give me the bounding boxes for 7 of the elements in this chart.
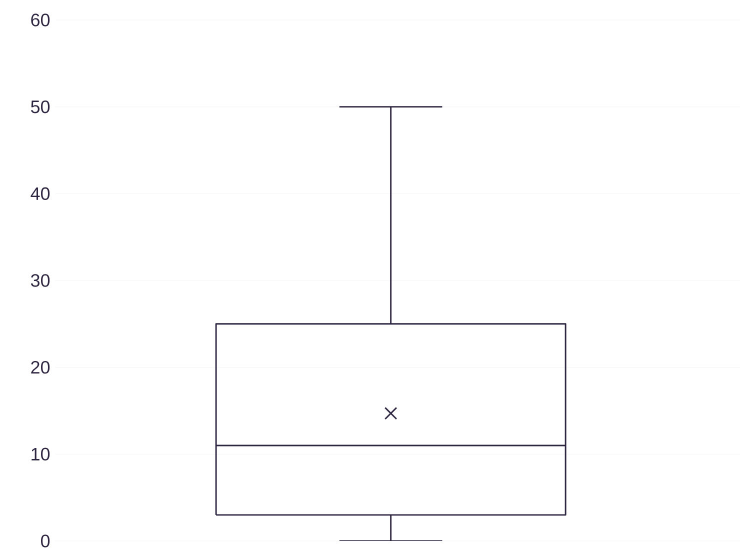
y-tick-label: 10 [32,448,50,461]
y-tick-label: 60 [31,14,50,26]
y-tick-label: 20 [31,360,50,374]
y-tick-label: 0 [40,534,50,548]
y-tick-label: 50 [30,100,50,114]
y-tick-label: 30 [30,274,50,287]
y-tick-label: 40 [30,187,50,200]
